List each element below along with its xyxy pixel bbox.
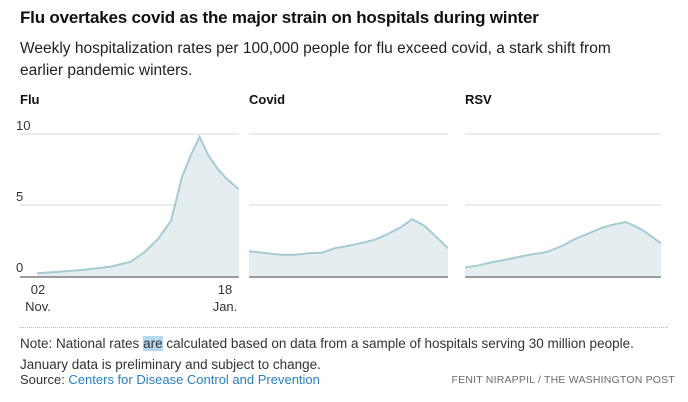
ytick-5: 5 <box>16 189 24 204</box>
page-subtitle: Weekly hospitalization rates per 100,000… <box>20 40 611 79</box>
xtick-jan18: 18 Jan. <box>212 282 238 314</box>
chart-flu-title: Flu <box>20 92 40 107</box>
chart-rsv-title: RSV <box>465 92 492 107</box>
chart-flu: Flu 10 5 0 02 Nov. 18 Jan. <box>16 92 239 332</box>
page-title: Flu overtakes covid as the major strain … <box>20 8 539 27</box>
covid-area-chart <box>249 133 448 278</box>
chart-rsv: RSV <box>465 92 661 332</box>
chart-covid-title: Covid <box>249 92 286 107</box>
flu-area-chart <box>20 133 239 278</box>
source-link[interactable]: Centers for Disease Control and Preventi… <box>68 372 320 387</box>
chart-covid: Covid <box>249 92 448 332</box>
ytick-0: 0 <box>16 260 24 275</box>
ytick-10: 10 <box>16 118 31 133</box>
rsv-area-chart <box>465 133 661 278</box>
highlighted-word: are <box>143 336 163 351</box>
footnote-text-continued: calculated based on data from a sample o… <box>20 336 634 372</box>
byline: FENIT NIRAPPIL / THE WASHINGTON POST <box>451 374 675 386</box>
footnote-text: Note: National rates <box>20 336 144 351</box>
source-label: Source: <box>20 372 69 387</box>
xtick-nov02: 02 Nov. <box>25 282 51 314</box>
source-line: Source: Centers for Disease Control and … <box>20 372 320 387</box>
footnote: Note: National rates are calculated base… <box>20 327 668 375</box>
